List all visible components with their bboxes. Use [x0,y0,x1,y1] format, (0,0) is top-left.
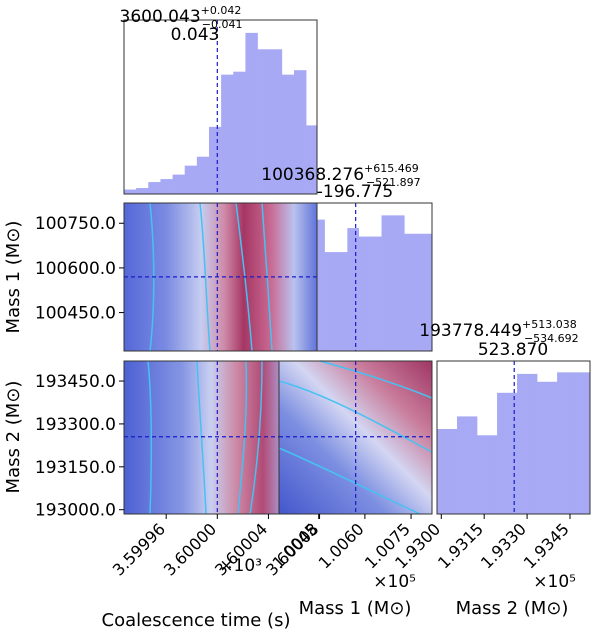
histogram-bar [392,215,405,351]
contour-1sigma [237,360,248,515]
panel-title-second-line: 523.870 [478,340,548,360]
histogram-bar [537,381,548,514]
histogram-bar [381,215,394,351]
x-tick-label: 1.9345 [520,519,573,572]
contour-1sigma [235,202,253,352]
y-tick-label: 193150.0 [35,458,116,478]
contour-2sigma [147,360,153,515]
histogram-bar [335,252,348,351]
x-tick-label: 1.9315 [434,519,487,572]
histogram-bar [477,435,488,514]
contour-1sigma [196,360,207,515]
x-tick-label: 1.0045 [269,519,322,572]
contour-1sigma [199,202,211,352]
y-tick-label: 193300.0 [35,415,116,435]
histogram-bar [507,392,518,514]
y-tick-label: 193000.0 [35,501,116,521]
title-median: 193778.449 [419,321,522,341]
histogram-mass2 [436,360,591,515]
histogram-bar [487,435,498,514]
histogram-bar [221,74,234,194]
histogram-bar [196,156,210,194]
contour-2sigma [261,202,273,352]
histogram-bar [172,174,186,194]
histogram-bar [324,252,337,351]
histogram-bar [467,416,478,514]
histogram-bar [527,373,538,514]
histogram-bar [447,429,458,514]
title-minus-error: −521.897 [366,176,421,189]
panel-frame [278,360,433,515]
panel-frame [123,19,318,195]
histogram-bar [567,372,578,514]
histogram-bar [497,392,508,514]
contour-1sigma [278,380,433,453]
x-axis-label: Mass 2 (M⊙) [456,598,569,619]
histogram-bar [370,236,382,351]
histogram-bar [577,372,591,514]
title-minus-error: −0.041 [202,18,243,31]
histogram-time [123,19,318,195]
x-multiplier: ×10⁵ [373,572,416,592]
histogram-bar [457,416,468,514]
x-tick-label: 1.0060 [315,519,368,572]
histogram-bar [358,236,371,351]
density-panel-mass1-mass2 [278,360,433,515]
x-tick-label: 3.60000 [160,519,220,579]
histogram-bar [517,373,528,514]
histogram-bar [437,429,448,514]
y-axis-label: Mass 2 (M⊙) [3,381,24,494]
title-plus-error: +513.038 [522,318,577,331]
histogram-bar [269,49,283,194]
histogram-bar [293,70,307,194]
histogram-bar [281,74,295,194]
title-plus-error: +615.469 [364,162,419,175]
panel-title-estimate: 3600.043+0.042 −0.041 [120,4,243,31]
histogram-bar [233,71,246,194]
histogram-bar [306,125,318,194]
histogram-bar [160,179,173,194]
title-median: 100368.276 [261,165,364,185]
y-axis-label: Mass 1 (M⊙) [3,221,24,334]
x-tick-label: 3.59996 [109,519,169,579]
title-median: 3600.043 [120,7,201,27]
histogram-bar [124,189,137,194]
title-minus-error: −534.692 [524,332,579,345]
panel-frame [123,202,318,352]
contour-2sigma [319,360,433,399]
histogram-bar [557,372,568,514]
x-multiplier: ×10³ [219,556,262,576]
histogram-bar [257,49,271,194]
y-tick-label: 100600.0 [35,259,116,279]
histogram-bar [547,381,558,514]
contour-2sigma [249,360,263,515]
histogram-bar [208,126,222,194]
histogram-bar [415,233,433,351]
histogram-bar [136,188,149,194]
histogram-bar [148,182,161,194]
histogram-bar [313,219,325,351]
y-tick-label: 100450.0 [35,304,116,324]
histogram-bar [245,32,258,195]
panel-title-second-line: 0.043 [171,25,220,45]
x-axis-label: Coalescence time (s) [102,610,291,631]
panel-frame [436,360,591,515]
density-panel-time-mass1 [123,202,318,352]
x-tick-label: 1.9330 [477,519,530,572]
panel-title-estimate: 100368.276+615.469 −521.897 [261,162,420,189]
histogram-bar [404,233,416,351]
x-axis-label: Mass 1 (M⊙) [299,598,412,619]
histogram-bar [347,228,360,351]
density-fill [124,203,317,351]
x-multiplier: ×10⁵ [533,572,576,592]
histogram-bar [184,165,198,194]
contour-2sigma [149,202,155,352]
y-tick-label: 193450.0 [35,372,116,392]
y-tick-label: 100750.0 [35,214,116,234]
panel-title-estimate: 193778.449+513.038 −534.692 [419,318,578,345]
panel-title-second-line: -196.775 [317,182,393,202]
title-plus-error: +0.042 [201,4,242,17]
